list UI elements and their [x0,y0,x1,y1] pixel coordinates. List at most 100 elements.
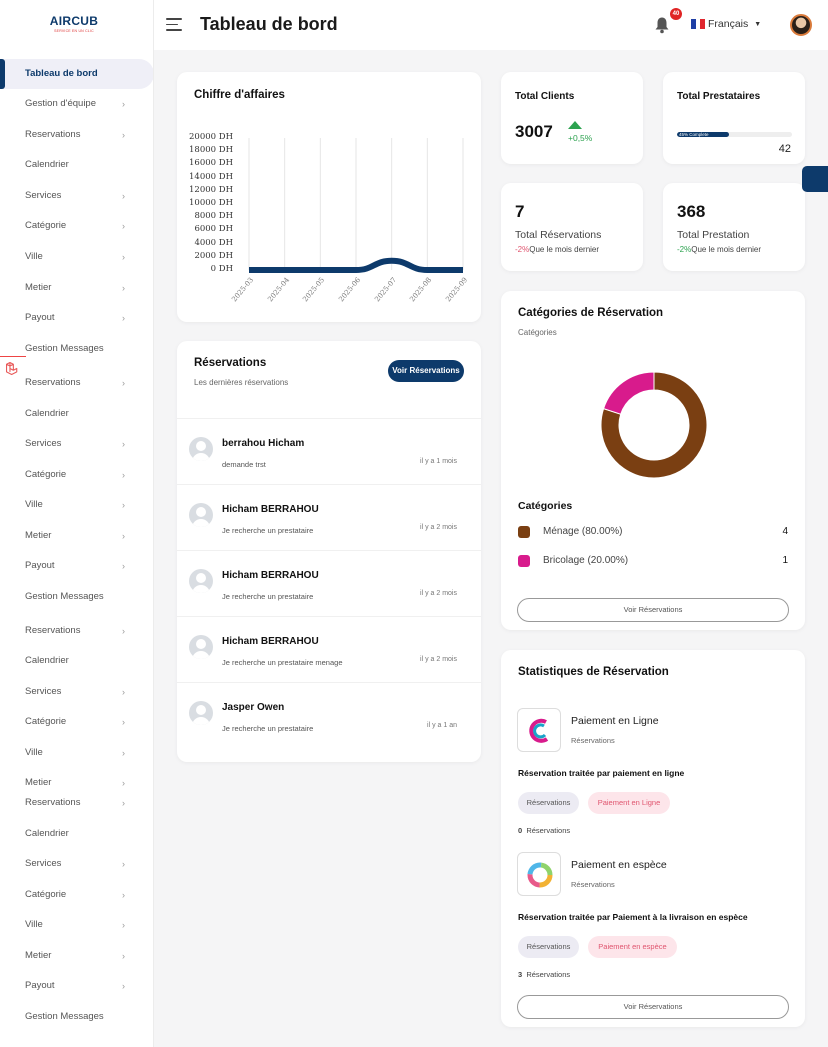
sidebar-item[interactable]: Metier › [25,280,125,296]
reservation-row[interactable]: berrahou Hicham demande trst il y a 1 mois [177,418,481,484]
reservations-title: Réservations [194,357,267,369]
stats-view-reservations-button[interactable]: Voir Réservations [517,995,789,1019]
sidebar-item[interactable]: Catégorie › [25,887,125,903]
cash-reservations-pill[interactable]: Réservations [518,936,579,958]
cash-payment-name: Paiement en espèce [571,859,667,871]
hamburger-menu-icon[interactable] [166,18,182,31]
sidebar-item-label: Services [25,190,62,201]
sidebar-item-label: Ville [25,919,43,930]
online-payment-pill[interactable]: Paiement en Ligne [588,792,670,814]
sidebar-item[interactable]: Ville › [25,917,125,933]
sidebar-item[interactable]: Payout › [25,310,125,326]
sidebar-item[interactable]: Tableau de bord [25,66,125,82]
logo[interactable]: AIRCUB SERVICE EN UN CLIC [46,14,102,33]
sidebar-item-label: Ville [25,251,43,262]
sidebar-item[interactable]: Payout › [25,978,125,994]
sidebar-item[interactable]: Catégorie › [25,467,125,483]
stats-title: Statistiques de Réservation [518,666,669,678]
y-tick-label: 18000 DH [189,145,233,156]
reservation-message: Je recherche un prestataire [222,526,314,535]
sidebar-item[interactable]: Calendrier [25,653,125,669]
cash-payment-icon [527,862,553,888]
sidebar-item[interactable]: Calendrier [25,157,125,173]
sidebar-active-indicator [0,59,5,89]
sidebar-item[interactable]: Catégorie › [25,714,125,730]
total-prestation-value: 368 [677,202,706,221]
page-title: Tableau de bord [200,14,338,34]
cash-payment-icon-box [517,852,561,896]
sidebar-item[interactable]: Gestion Messages [25,341,125,357]
arrow-up-icon [568,121,582,129]
sidebar-item-label: Services [25,858,62,869]
chevron-right-icon: › [122,531,125,541]
notification-badge: 40 [670,8,682,20]
user-avatar-icon [189,701,213,725]
chevron-right-icon: › [122,981,125,991]
user-avatar-icon [189,635,213,659]
view-reservations-button[interactable]: Voir Réservations [388,360,464,382]
reservation-message: Je recherche un prestataire [222,592,314,601]
donut-slice [600,371,708,479]
reservation-row[interactable]: Hicham BERRAHOU Je recherche un prestatai… [177,550,481,616]
cash-payment-heading: Réservation traitée par Paiement à la li… [518,912,748,922]
total-prestation-delta: -2% [677,245,692,254]
cash-payment-pill[interactable]: Paiement en espèce [588,936,677,958]
sidebar-item[interactable]: Payout › [25,558,125,574]
y-tick-label: 6000 DH [194,224,233,235]
sidebar-item-label: Services [25,686,62,697]
categories-subtitle: Catégories [518,328,557,337]
sidebar-item[interactable]: Ville › [25,249,125,265]
sidebar-item[interactable]: Gestion Messages [25,589,125,605]
sidebar-item[interactable]: Reservations › [25,127,125,143]
sidebar-item[interactable]: Services › [25,684,125,700]
sidebar-item[interactable]: Metier › [25,528,125,544]
sidebar-item[interactable]: Services › [25,436,125,452]
sidebar-item[interactable]: Gestion Messages [25,1009,125,1025]
sidebar-item[interactable]: Metier › [25,948,125,964]
user-avatar-icon [189,437,213,461]
categories-legend-title: Catégories [518,500,573,512]
sidebar-item[interactable]: Services › [25,856,125,872]
sidebar-item[interactable]: Reservations › [25,375,125,391]
caret-down-icon: ▼ [754,20,762,28]
chevron-right-icon: › [122,561,125,571]
sidebar-item-label: Metier [25,282,52,293]
categories-view-reservations-button[interactable]: Voir Réservations [517,598,789,622]
total-reservations-delta: -2% [515,245,530,254]
chevron-right-icon: › [122,748,125,758]
y-tick-label: 4000 DH [194,237,233,248]
sidebar-item[interactable]: Calendrier [25,826,125,842]
total-clients-delta: +0,5% [568,133,593,143]
reservations-subtitle: Les dernières réservations [194,378,289,387]
language-selector[interactable]: Français ▼ [691,18,761,30]
sidebar-item-label: Reservations [25,797,81,808]
sidebar-item-label: Calendrier [25,159,69,170]
reservation-client-name: Hicham BERRAHOU [222,504,319,515]
chevron-right-icon: › [122,130,125,140]
reservation-row[interactable]: Hicham BERRAHOU Je recherche un prestatai… [177,484,481,550]
chevron-right-icon: › [122,717,125,727]
sidebar-item[interactable]: Services › [25,188,125,204]
bell-icon[interactable] [654,16,670,34]
sidebar-item[interactable]: Catégorie › [25,218,125,234]
reservation-time: il y a 1 mois [420,458,457,465]
sidebar-item[interactable]: Ville › [25,497,125,513]
sidebar-item-label: Gestion d'équipe [25,98,97,109]
settings-side-tab[interactable] [802,166,828,192]
sidebar-item[interactable]: Metier › [25,775,125,791]
online-reservations-pill[interactable]: Réservations [518,792,579,814]
sidebar-item[interactable]: Reservations › [25,795,125,811]
progress-bar: 45% Complete [677,132,792,137]
user-avatar[interactable] [790,14,812,36]
reservation-time: il y a 2 mois [420,524,457,531]
reservation-row[interactable]: Jasper Owen Je recherche un prestataire il… [177,682,481,748]
sidebar-item[interactable]: Reservations › [25,623,125,639]
online-count-row: 0 Réservations [518,826,570,835]
sidebar-item[interactable]: Gestion d'équipe › [25,96,125,112]
legend-count: 4 [782,526,788,537]
sidebar-item[interactable]: Calendrier [25,406,125,422]
reservation-row[interactable]: Hicham BERRAHOU Je recherche un prestatai… [177,616,481,682]
y-tick-label: 8000 DH [194,211,233,222]
sidebar-item[interactable]: Ville › [25,745,125,761]
reservation-time: il y a 1 an [427,722,457,729]
